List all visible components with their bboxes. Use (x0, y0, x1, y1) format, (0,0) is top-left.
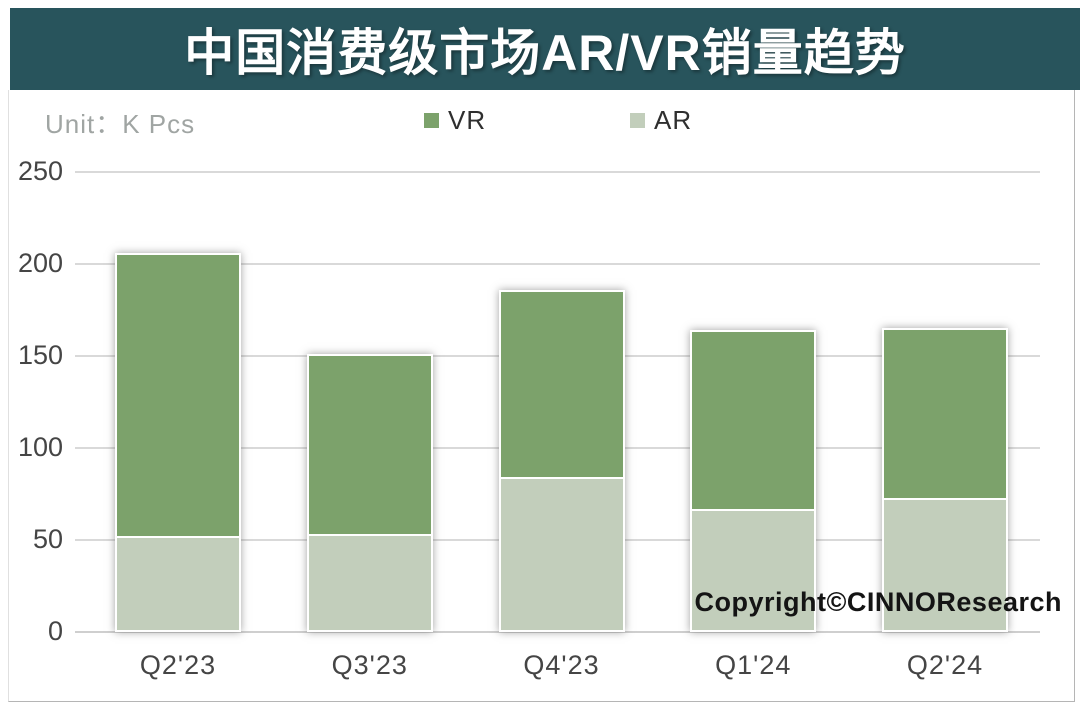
stacked-bar (690, 330, 817, 632)
ar-legend-swatch-icon (630, 113, 645, 128)
x-axis-baseline (75, 631, 1040, 633)
stacked-bar (115, 252, 241, 632)
vr-segment (115, 252, 241, 539)
x-axis-label: Q1'24 (715, 650, 792, 680)
y-axis-label: 50 (32, 524, 63, 554)
legend-item-ar: AR (630, 105, 692, 136)
y-axis-label: 200 (17, 248, 63, 278)
vr-segment (306, 354, 433, 537)
ar-segment (690, 510, 817, 632)
ar-segment (306, 536, 433, 632)
x-axis-label: Q3'23 (331, 650, 408, 680)
x-axis-label: Q2'23 (139, 650, 217, 680)
y-axis-label: 100 (17, 432, 63, 462)
ar-segment (882, 499, 1008, 632)
vr-segment (690, 330, 817, 511)
stacked-bar (882, 328, 1008, 632)
x-axis-label: Q4'23 (523, 650, 600, 680)
stacked-bar (498, 289, 625, 632)
stacked-bar (306, 354, 433, 632)
chart-title-bar: 中国消费级市场AR/VR销量趋势 (10, 8, 1080, 90)
y-axis-label: 250 (17, 156, 63, 186)
vr-segment (882, 328, 1008, 500)
copyright-watermark: Copyright©CINNOResearch (694, 587, 1062, 617)
unit-label: Unit：K Pcs (45, 109, 196, 139)
vr-segment (498, 289, 625, 480)
y-axis-label: 150 (17, 340, 63, 370)
legend-item-vr: VR (424, 105, 486, 136)
ar-legend-label: AR (654, 105, 693, 135)
gridline (75, 263, 1040, 265)
vr-legend-label: VR (448, 105, 487, 135)
gridline (75, 171, 1040, 173)
ar-segment (115, 538, 241, 632)
vr-legend-swatch-icon (424, 113, 439, 128)
y-axis-label: 0 (47, 616, 63, 646)
x-axis-label: Q2'24 (906, 650, 984, 680)
ar-segment (498, 479, 625, 632)
chart-title: 中国消费级市场AR/VR销量趋势 (184, 25, 906, 81)
